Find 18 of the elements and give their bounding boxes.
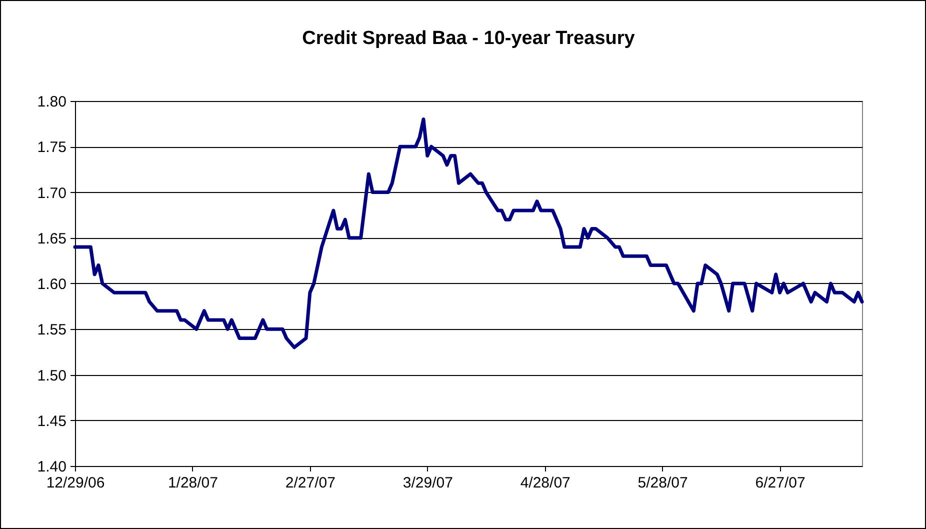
x-tick-label: 1/28/07 [168, 474, 218, 492]
y-tick-label: 1.60 [37, 276, 66, 293]
y-tick-label: 1.45 [37, 412, 66, 430]
x-tick-label: 12/29/06 [46, 474, 105, 492]
y-tick-label: 1.75 [37, 139, 66, 156]
y-tick-label: 1.40 [37, 458, 66, 476]
chart-title: Credit Spread Baa - 10-year Treasury [302, 28, 636, 49]
y-tick-label: 1.55 [37, 322, 66, 339]
x-tick-label: 2/27/07 [285, 474, 336, 492]
y-tick-label: 1.65 [37, 230, 66, 248]
y-tick-label: 1.80 [37, 94, 66, 110]
y-tick-label: 1.50 [37, 367, 66, 384]
x-tick-label: 5/28/07 [638, 474, 688, 492]
line-series [73, 118, 864, 350]
x-tick-label: 4/28/07 [520, 474, 570, 492]
x-tick-label: 6/27/07 [755, 474, 806, 492]
y-tick-label: 1.70 [37, 184, 66, 202]
x-tick-label: 3/29/07 [402, 474, 453, 492]
